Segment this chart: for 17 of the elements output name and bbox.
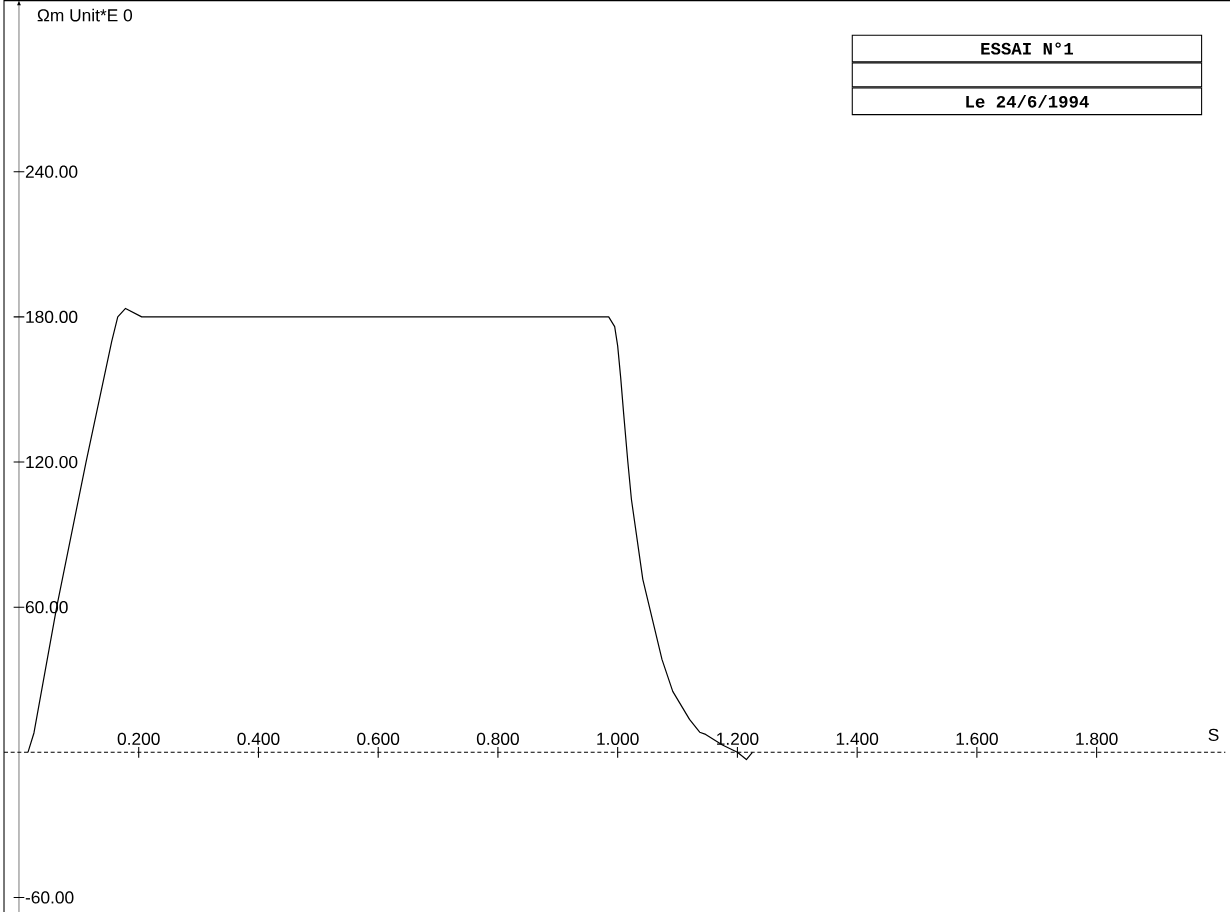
- y-tick-label: 120.00: [26, 455, 78, 469]
- x-tick-label: 0.800: [476, 732, 519, 745]
- x-tick-label: 1.800: [1076, 732, 1118, 745]
- x-tick-label: 1.000: [597, 732, 639, 745]
- x-tick-label: 1.200: [717, 732, 759, 745]
- text: ESSAI N°1: [981, 42, 1073, 55]
- x-tick-label: 0.400: [237, 732, 280, 745]
- text: Le 24/6/1994: [966, 94, 1089, 108]
- x-axis-title: S: [1208, 728, 1219, 741]
- y-tick-label: 180.00: [26, 310, 78, 324]
- x-tick-label: 0.200: [117, 732, 160, 745]
- y-axis-title: Ωm Unit*E 0: [37, 8, 133, 22]
- x-tick-label: 0.600: [357, 732, 400, 745]
- x-tick-label: 1.400: [836, 732, 879, 745]
- y-tick-label: 240.00: [25, 165, 78, 178]
- x-tick-label: 1.600: [956, 732, 998, 745]
- y-tick-label: -60.00: [25, 891, 74, 904]
